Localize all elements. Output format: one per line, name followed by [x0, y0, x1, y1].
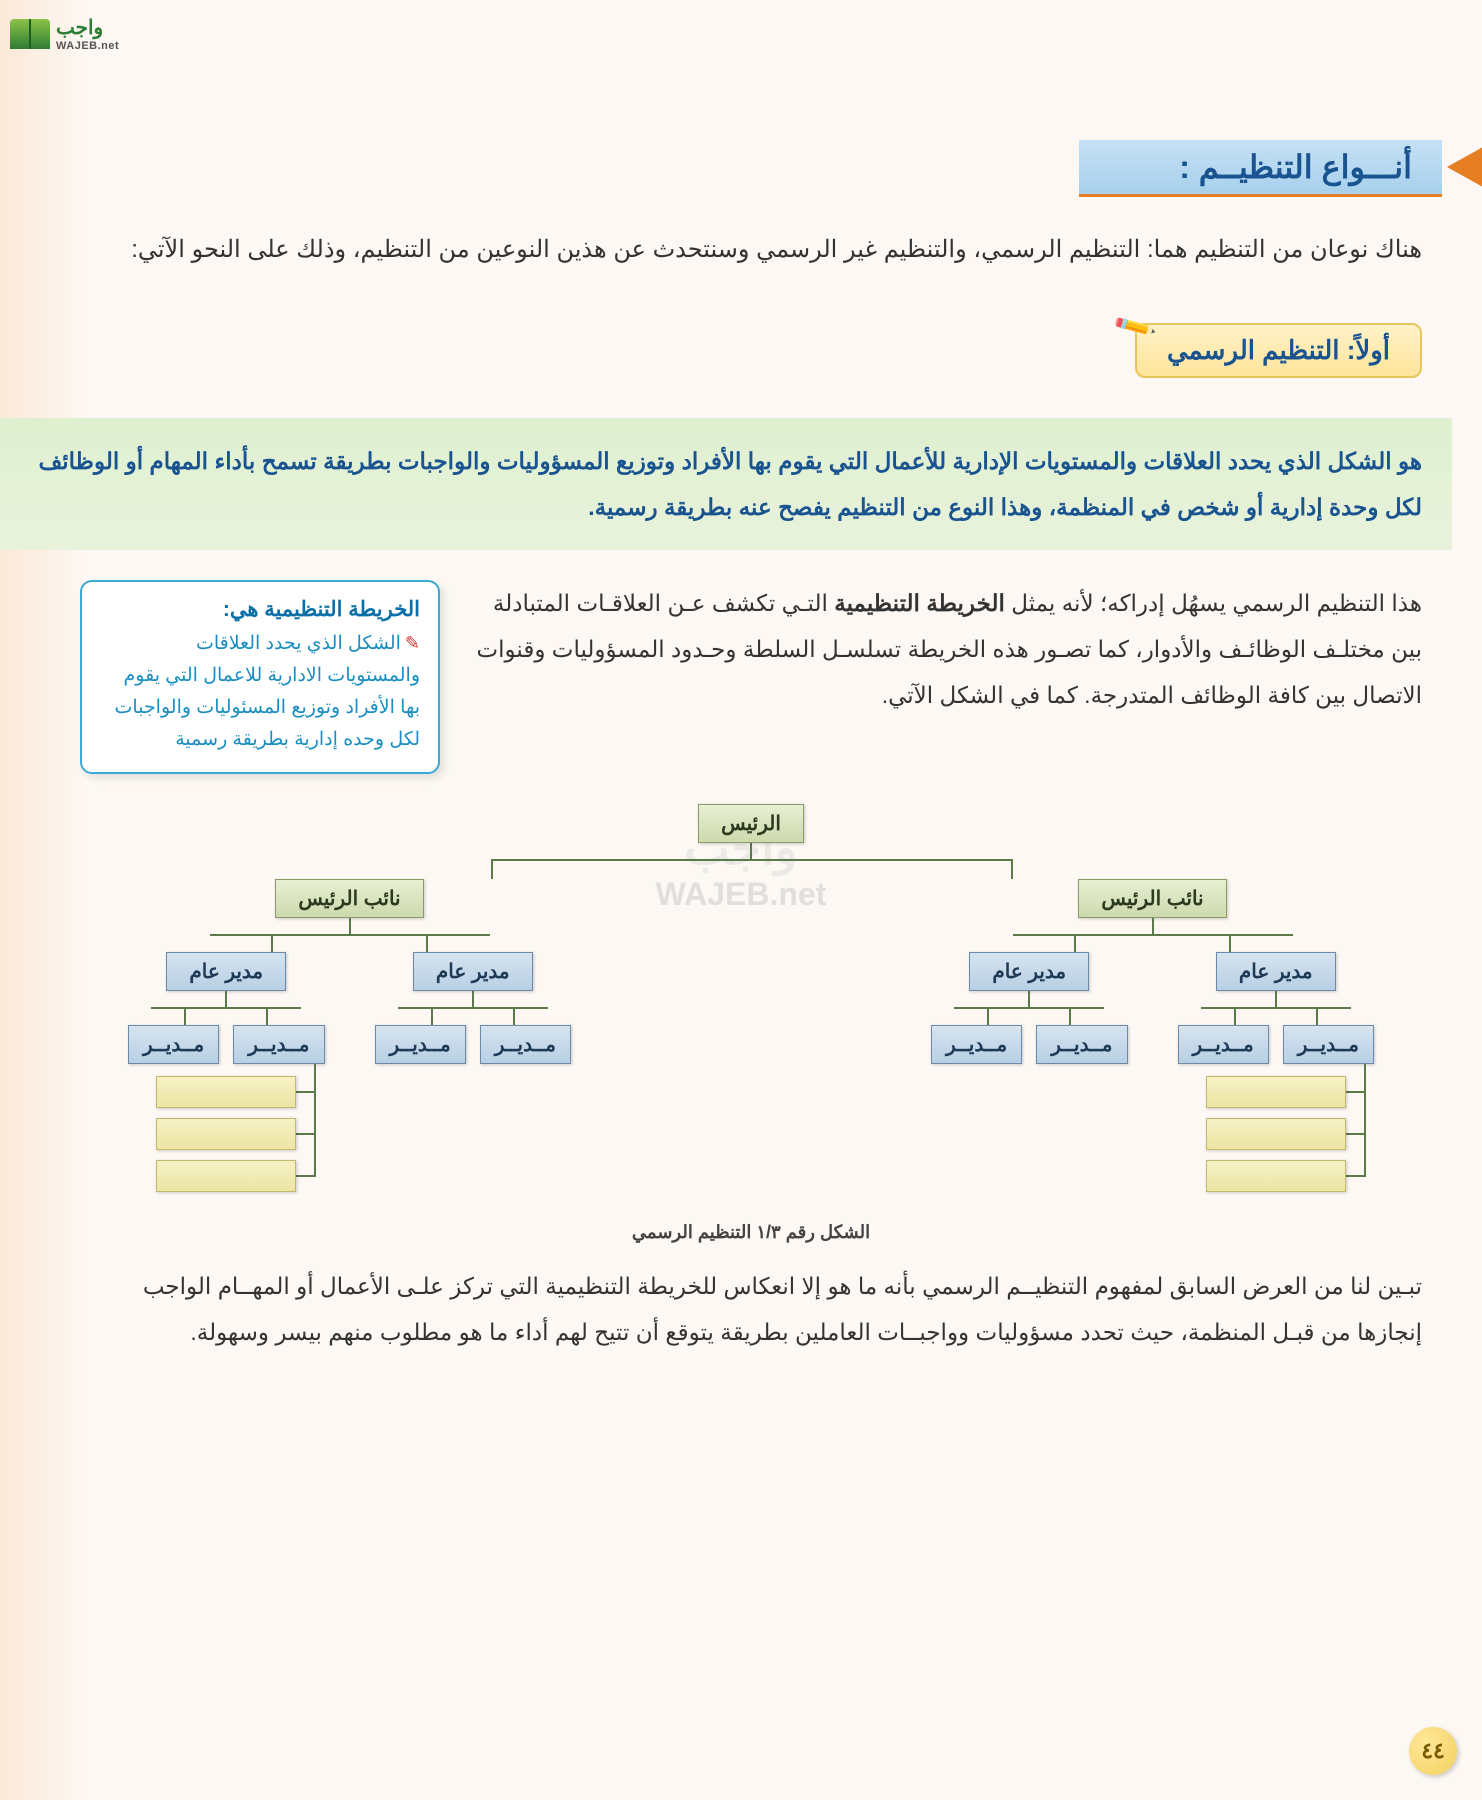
note-card: الخريطة التنظيمية هي: ✎الشكل الذي يحدد ا… — [80, 580, 440, 774]
connector — [1011, 859, 1013, 879]
arrow-icon — [1447, 142, 1482, 192]
node-mgr: مــديــر — [480, 1025, 571, 1064]
note-title: الخريطة التنظيمية هي: — [100, 597, 420, 622]
note-body: ✎الشكل الذي يحدد العلاقات والمستويات الا… — [100, 628, 420, 757]
empty-node — [1206, 1076, 1346, 1108]
list-item — [1206, 1118, 1346, 1150]
definition-box: هو الشكل الذي يحدد العلاقات والمستويات ا… — [0, 418, 1452, 550]
node-vp: نائب الرئيس — [1078, 879, 1226, 918]
logo-en: WAJEB.net — [56, 40, 119, 52]
empty-node — [156, 1160, 296, 1192]
empty-children — [1206, 1076, 1346, 1192]
connector — [1275, 991, 1277, 1007]
gm-group: مدير عام مــديــر مــديــر — [931, 952, 1374, 1192]
connector — [491, 859, 1011, 861]
logo-ar: واجب — [56, 15, 119, 40]
empty-node — [156, 1076, 296, 1108]
closing-paragraph: تبـين لنا من العرض السابق لمفهوم التنظيـ… — [80, 1263, 1422, 1355]
document-page: واجب WAJEB.net واجب WAJEB.net أنـــواع ا… — [0, 0, 1482, 1800]
connector — [1028, 991, 1030, 1007]
content-row: هذا التنظيم الرسمي يسهُل إدراكه؛ لأنه يم… — [80, 580, 1422, 774]
mgr-pair: مــديــر مــديــر — [931, 1025, 1128, 1064]
connector — [225, 991, 227, 1007]
node-president: الرئيس — [698, 804, 804, 843]
list-item — [1206, 1160, 1346, 1192]
subsection-title-text: أولاً: التنظيم الرسمي — [1167, 335, 1390, 365]
connector — [349, 918, 351, 934]
node-mgr: مــديــر — [931, 1025, 1022, 1064]
section-title-text: أنـــواع التنظيــم : — [1179, 148, 1412, 186]
bold-term: الخريطة التنظيمية — [834, 590, 1005, 616]
chart-caption: الشكل رقم ١/٣ التنظيم الرسمي — [80, 1222, 1422, 1243]
node-mgr: مــديــر — [1283, 1025, 1374, 1064]
list-item — [156, 1118, 296, 1150]
intro-paragraph: هناك نوعان من التنظيم هما: التنظيم الرسم… — [80, 227, 1422, 273]
vp-branch: نائب الرئيس مدير عام مــديــر مــديــر — [931, 879, 1374, 1192]
list-item — [1206, 1076, 1346, 1108]
gm-col: مدير عام مــديــر مــديــر — [931, 952, 1128, 1192]
org-chart: الرئيس نائب الرئيس مدير عام مــديــ — [80, 804, 1422, 1192]
empty-children — [156, 1076, 296, 1192]
list-item — [156, 1160, 296, 1192]
connector — [491, 859, 493, 879]
empty-node — [1206, 1118, 1346, 1150]
book-icon — [10, 19, 50, 49]
para-part1: هذا التنظيم الرسمي يسهُل إدراكه؛ لأنه يم… — [1005, 590, 1422, 616]
gm-col: مدير عام مــديــر مــديــر — [1178, 952, 1375, 1192]
connector — [954, 1007, 1104, 1025]
node-mgr: مــديــر — [1036, 1025, 1127, 1064]
node-gm: مدير عام — [1216, 952, 1336, 991]
node-mgr: مــديــر — [375, 1025, 466, 1064]
list-item — [156, 1076, 296, 1108]
connector — [750, 843, 752, 859]
gm-group: مدير عام مــديــر مــديــر مدير عام — [128, 952, 571, 1192]
gm-col: مدير عام مــديــر مــديــر — [375, 952, 572, 1192]
vp-branch: نائب الرئيس مدير عام مــديــر مــديــر — [128, 879, 571, 1192]
gm-col: مدير عام مــديــر مــديــر — [128, 952, 325, 1192]
node-mgr: مــديــر — [233, 1025, 324, 1064]
node-gm: مدير عام — [166, 952, 286, 991]
node-vp: نائب الرئيس — [275, 879, 423, 918]
empty-node — [1206, 1160, 1346, 1192]
note-body-text: الشكل الذي يحدد العلاقات والمستويات الاد… — [115, 633, 420, 751]
node-gm: مدير عام — [413, 952, 533, 991]
subsection-title: ✏️ أولاً: التنظيم الرسمي — [1135, 323, 1422, 378]
connector — [1152, 918, 1154, 934]
empty-node — [156, 1118, 296, 1150]
section-title: أنـــواع التنظيــم : — [1079, 140, 1442, 197]
mgr-pair: مــديــر مــديــر — [128, 1025, 325, 1064]
connector — [151, 1007, 301, 1025]
mgr-pair: مــديــر مــديــر — [1178, 1025, 1375, 1064]
pen-icon: ✎ — [405, 633, 420, 653]
connector-row — [80, 859, 1422, 879]
vp-row: نائب الرئيس مدير عام مــديــر مــديــر — [80, 879, 1422, 1192]
connector — [472, 991, 474, 1007]
logo-text: واجب WAJEB.net — [56, 15, 119, 52]
connector — [398, 1007, 548, 1025]
connector — [210, 934, 490, 952]
node-mgr: مــديــر — [1178, 1025, 1269, 1064]
site-logo: واجب WAJEB.net — [10, 15, 119, 52]
page-number: ٤٤ — [1409, 1727, 1457, 1775]
node-gm: مدير عام — [969, 952, 1089, 991]
connector — [1013, 934, 1293, 952]
connector — [1201, 1007, 1351, 1025]
main-paragraph: هذا التنظيم الرسمي يسهُل إدراكه؛ لأنه يم… — [460, 580, 1422, 718]
node-mgr: مــديــر — [128, 1025, 219, 1064]
pencil-icon: ✏️ — [1111, 303, 1158, 349]
mgr-pair: مــديــر مــديــر — [375, 1025, 572, 1064]
